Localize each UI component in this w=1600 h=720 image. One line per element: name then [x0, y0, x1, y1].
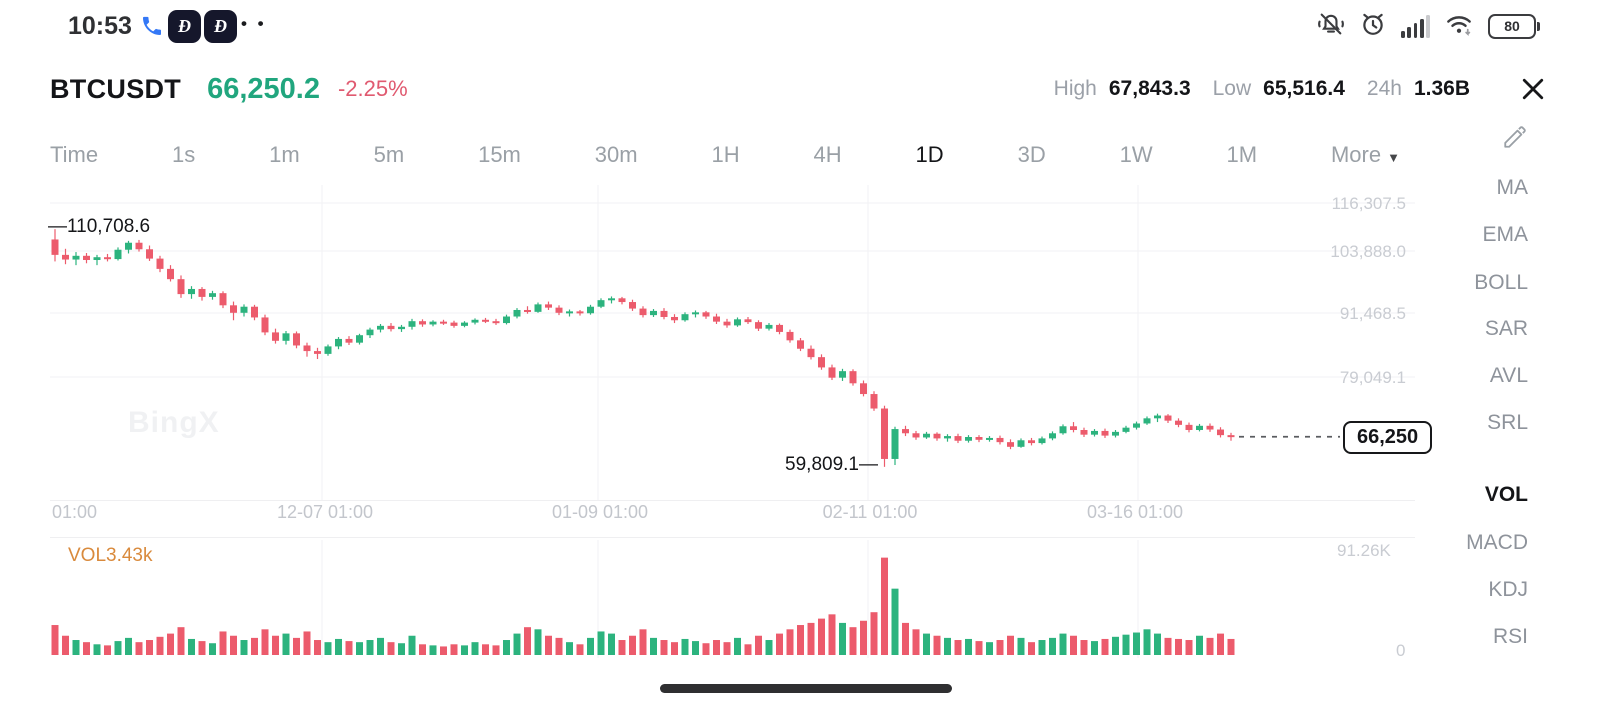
high-label: High — [1053, 77, 1097, 100]
tab-1d[interactable]: 1D — [915, 142, 944, 167]
svg-text:116,307.5: 116,307.5 — [1332, 194, 1406, 213]
tab-time[interactable]: Time — [50, 142, 99, 167]
clock-time: 10:53 — [68, 12, 132, 40]
bell-muted-icon — [1317, 10, 1345, 43]
tab-4h[interactable]: 4H — [813, 142, 842, 167]
svg-text:91,468.5: 91,468.5 — [1340, 304, 1406, 323]
alarm-clock-icon — [1359, 10, 1387, 43]
svg-text:79,049.1: 79,049.1 — [1340, 368, 1406, 387]
x-tick-1: 12-07 01:00 — [276, 502, 374, 522]
signal-strength-icon — [1401, 14, 1430, 38]
tab-1m[interactable]: 1m — [269, 142, 300, 167]
phone-call-icon — [140, 14, 164, 43]
volume-chart[interactable] — [50, 540, 1415, 660]
indicator-macd[interactable]: MACD — [1466, 531, 1528, 554]
svg-text:103,888.0: 103,888.0 — [1330, 242, 1406, 261]
app-icon-glyph: Ð — [214, 16, 227, 36]
range-label: 24h — [1366, 77, 1402, 100]
chevron-down-icon: ▼ — [1387, 150, 1400, 165]
last-price-tag: 66,250 — [1343, 421, 1433, 454]
high-value: 67,843.3 — [1108, 77, 1191, 100]
low-label: Low — [1212, 77, 1252, 100]
indicator-sar[interactable]: SAR — [1484, 317, 1528, 340]
annotation-dash: — — [859, 454, 878, 475]
tab-1w[interactable]: 1W — [1119, 142, 1153, 167]
high-price-annotation: —110,708.6 — [48, 216, 150, 238]
draw-pencil-icon[interactable] — [1502, 124, 1528, 155]
app-icon: Ð — [204, 10, 237, 43]
tab-1s[interactable]: 1s — [171, 142, 196, 167]
chart-header: BTCUSDT 66,250.2 -2.25% High 67,843.3 Lo… — [50, 62, 1550, 116]
battery-percent: 80 — [1504, 18, 1520, 34]
change-percent: -2.25% — [337, 76, 408, 101]
app-icon: Ð — [168, 10, 201, 43]
volume-indicator-label[interactable]: VOL3.43k — [68, 545, 153, 566]
tab-more-dropdown[interactable]: More ▼ — [1331, 142, 1400, 168]
indicator-rsi[interactable]: RSI — [1492, 625, 1528, 648]
tab-5m[interactable]: 5m — [373, 142, 405, 167]
wifi-icon — [1444, 11, 1474, 42]
volume-axis-max: 91.26K — [1337, 541, 1391, 560]
more-label: More — [1330, 142, 1382, 167]
volume-axis-zero: 0 — [1396, 641, 1406, 660]
battery-icon: 80 — [1488, 13, 1540, 39]
axis-separator — [50, 500, 1415, 501]
pane-separator — [50, 537, 1415, 538]
annotation-dash: — — [48, 216, 67, 237]
tab-30m[interactable]: 30m — [594, 142, 638, 167]
price-chart[interactable]: 116,307.5 103,888.0 91,468.5 79,049.1 — [50, 185, 1415, 500]
indicator-ema[interactable]: EMA — [1482, 223, 1528, 246]
high-annotation-text: 110,708.6 — [67, 216, 151, 237]
header-stats: High 67,843.3 Low 65,516.4 24h 1.36B — [1054, 77, 1480, 101]
indicator-boll[interactable]: BOLL — [1474, 271, 1528, 294]
x-tick-0: 01:00 — [52, 502, 98, 522]
x-tick-3: 02-11 01:00 — [822, 502, 918, 522]
more-notifications-dots: • • — [241, 14, 267, 33]
x-tick-4: 03-16 01:00 — [1086, 502, 1184, 522]
home-indicator-bar[interactable] — [660, 684, 952, 693]
indicator-srl[interactable]: SRL — [1487, 411, 1528, 434]
turnover-value: 1.36B — [1413, 77, 1470, 100]
tab-1h[interactable]: 1H — [711, 142, 740, 167]
tab-3d[interactable]: 3D — [1017, 142, 1046, 167]
indicator-avl[interactable]: AVL — [1489, 364, 1528, 387]
low-annotation-text: 59,809.1 — [785, 454, 859, 475]
symbol-title: BTCUSDT — [50, 73, 182, 104]
indicator-vol[interactable]: VOL — [1484, 483, 1528, 506]
app-icon-glyph: Ð — [178, 16, 191, 36]
low-value: 65,516.4 — [1263, 77, 1345, 100]
x-tick-2: 01-09 01:00 — [551, 502, 649, 522]
tab-15m[interactable]: 15m — [478, 142, 521, 167]
indicator-ma[interactable]: MA — [1496, 176, 1529, 199]
status-bar: 10:53 Ð Ð • • 80 — [0, 0, 1600, 52]
timeframe-tabs: Time 1s 1m 5m 15m 30m 1H 4H 1D 3D 1W 1M … — [50, 132, 1400, 178]
tab-1mo[interactable]: 1M — [1226, 142, 1258, 167]
close-icon[interactable] — [1516, 72, 1550, 106]
low-price-annotation: 59,809.1— — [738, 454, 878, 476]
bingx-watermark: BingX — [128, 406, 220, 439]
indicator-kdj[interactable]: KDJ — [1488, 578, 1528, 601]
last-price-value: 66,250.2 — [207, 72, 320, 105]
